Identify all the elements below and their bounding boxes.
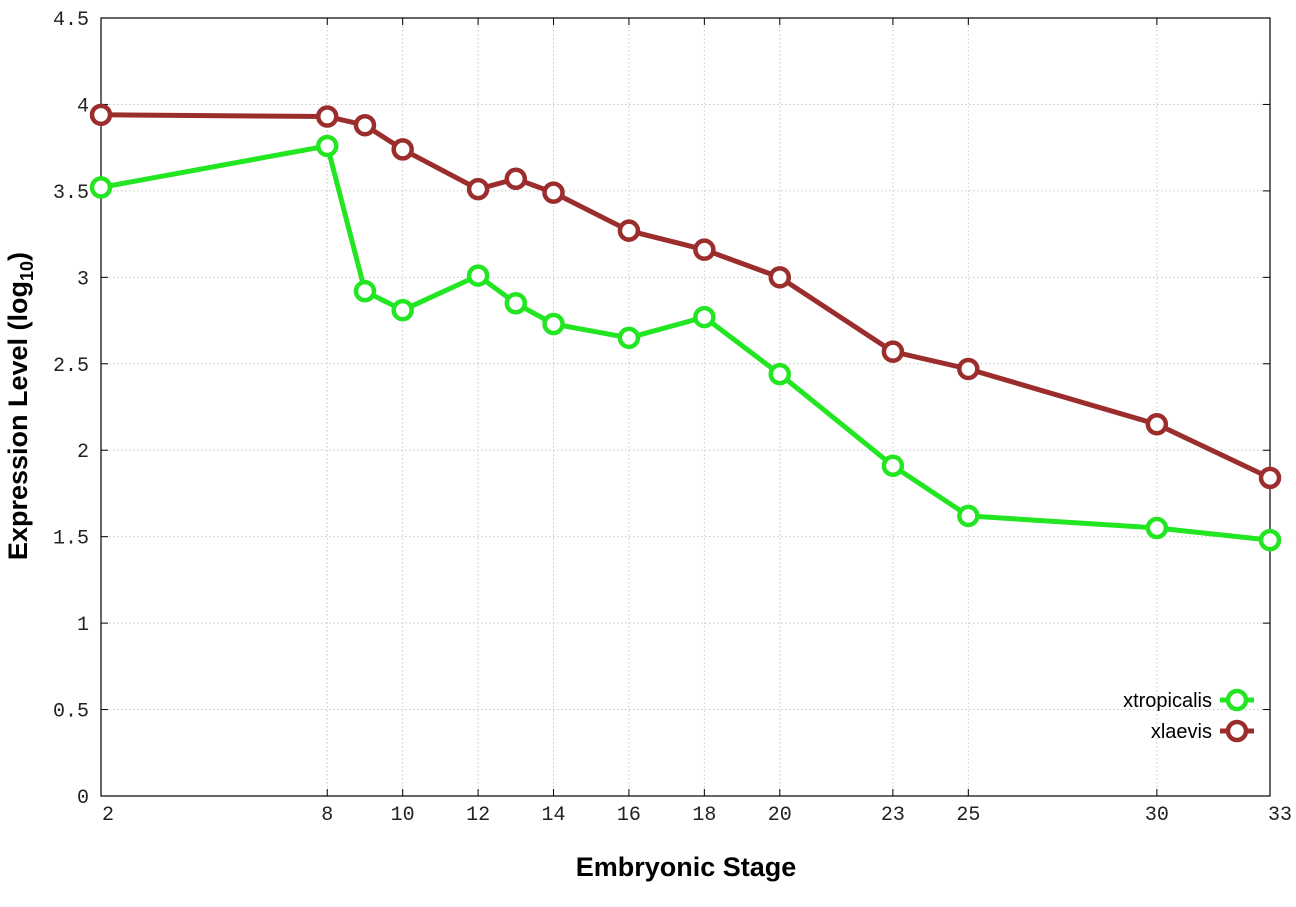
x-tick-label: 23 xyxy=(881,804,905,827)
data-point xyxy=(542,312,565,336)
data-point xyxy=(316,134,339,158)
y-tick-label: 0 xyxy=(77,787,89,810)
data-point xyxy=(768,362,792,386)
y-axis-title-close: ) xyxy=(3,252,33,261)
x-tick-label: 20 xyxy=(768,804,792,827)
data-point xyxy=(693,238,716,261)
data-point xyxy=(1258,528,1282,552)
grid-lines xyxy=(101,18,1270,796)
y-tick-label: 4 xyxy=(77,95,89,118)
y-axis-title: Expression Level (log10) xyxy=(3,252,37,560)
data-point xyxy=(504,292,528,315)
data-point xyxy=(353,113,377,137)
legend-label: xtropicalis xyxy=(1123,690,1212,712)
legend-label: xlaevis xyxy=(1151,721,1212,743)
x-tick-label: 10 xyxy=(391,804,415,827)
y-tick-label: 1 xyxy=(77,614,89,637)
series-line xyxy=(100,112,1272,481)
data-point xyxy=(617,326,641,350)
data-point xyxy=(89,103,113,127)
data-point xyxy=(881,340,905,363)
data-point xyxy=(957,357,980,381)
data-point xyxy=(617,219,641,242)
x-tick-label: 12 xyxy=(466,804,490,827)
legend-item: xlaevis xyxy=(1151,719,1254,743)
y-tick-label: 2.5 xyxy=(53,355,89,378)
legend: xtropicalis xlaevis xyxy=(1123,688,1254,743)
data-point xyxy=(542,181,565,204)
data-point xyxy=(1145,413,1169,436)
x-tick-label: 2 xyxy=(102,804,114,827)
data-point xyxy=(1145,516,1169,540)
data-point xyxy=(391,298,414,322)
x-tick-label: 8 xyxy=(321,804,333,827)
legend-marker xyxy=(1225,719,1249,743)
x-tick-label: 25 xyxy=(956,804,980,827)
data-point xyxy=(89,176,113,199)
x-tick-label: 30 xyxy=(1145,804,1169,827)
data-point xyxy=(466,264,490,287)
x-axis-title: Embryonic Stage xyxy=(576,852,797,882)
data-point xyxy=(957,504,980,528)
data-point xyxy=(353,279,377,303)
x-tick-label: 33 xyxy=(1268,804,1292,827)
data-point xyxy=(1258,466,1282,490)
axis-ticks: 0 0.5 1 1.5 2 2.5 3 3.5 4 4.5 2 8 10 12 14 16 18 20 23 25 30… xyxy=(53,9,1292,827)
data-point xyxy=(881,454,905,478)
x-tick-label: 14 xyxy=(542,804,566,827)
data-point xyxy=(316,105,339,128)
series-lines xyxy=(89,103,1282,552)
y-axis-title-main: Expression Level (log xyxy=(3,281,33,560)
legend-marker xyxy=(1225,688,1249,712)
y-tick-label: 1.5 xyxy=(53,528,89,551)
y-tick-label: 2 xyxy=(77,441,89,464)
series-xlaevis xyxy=(89,103,1282,490)
data-point xyxy=(466,177,490,201)
series-line xyxy=(100,143,1271,543)
data-point xyxy=(693,305,716,329)
x-tick-label: 18 xyxy=(692,804,716,827)
legend-item: xtropicalis xyxy=(1123,688,1254,712)
y-tick-label: 4.5 xyxy=(53,9,89,32)
data-point xyxy=(504,167,528,191)
series-xtropicalis xyxy=(89,134,1282,552)
data-point xyxy=(768,266,792,289)
y-axis-title-sub: 10 xyxy=(17,261,37,281)
plot-frame xyxy=(100,17,1271,797)
x-tick-label: 16 xyxy=(617,804,641,827)
y-tick-label: 3 xyxy=(77,268,89,291)
data-point xyxy=(391,138,414,161)
y-tick-label: 3.5 xyxy=(53,182,89,205)
y-tick-label: 0.5 xyxy=(53,701,89,724)
